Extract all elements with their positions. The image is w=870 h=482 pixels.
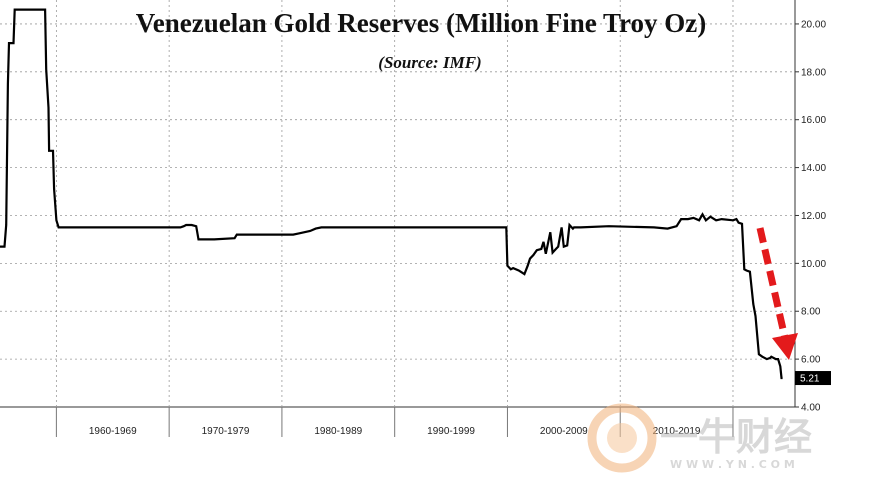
x-tick-label: 1980-1989 (314, 426, 362, 437)
y-tick-label: 20.00 (801, 19, 826, 30)
watermark: 一牛财经 W W W . Y N . C O M (587, 403, 812, 473)
watermark-logo-ring (587, 403, 657, 473)
y-tick-label: 8.00 (801, 307, 821, 318)
last-value-box (795, 371, 831, 386)
watermark-text: 一牛财经 (660, 415, 812, 459)
chart-title: Venezuelan Gold Reserves (Million Fine T… (136, 8, 706, 38)
watermark-logo-core (607, 423, 637, 453)
x-tick-label: 2010-2019 (653, 426, 701, 437)
last-value-marker: 5.21 (795, 371, 831, 386)
x-tick-labels: 1960-1969 1970-1979 1980-1989 1990-1999 2000… (55, 407, 734, 437)
last-value-label: 5.21 (800, 374, 820, 385)
y-gridlines (0, 23, 795, 360)
series-line (0, 8, 783, 380)
x-tick-label: 1960-1969 (89, 426, 137, 437)
y-tick-label: 4.00 (801, 403, 821, 414)
y-tick-label: 16.00 (801, 115, 826, 126)
arrow-shaft (756, 227, 789, 339)
watermark-subtext: W W W . Y N . C O M (670, 458, 795, 471)
y-tick-label: 18.00 (801, 67, 826, 78)
y-tick-label: 14.00 (801, 163, 826, 174)
x-tick-label: 2000-2009 (540, 426, 588, 437)
x-tick-label: 1970-1979 (202, 426, 250, 437)
y-tick-label: 12.00 (801, 211, 826, 222)
x-tick-label: 1990-1999 (427, 426, 475, 437)
chart-subtitle: (Source: IMF) (378, 53, 481, 72)
red-arrow-annotation (756, 227, 798, 360)
y-tick-labels: 4.00 6.00 8.00 10.00 12.00 14.00 16.00 18.00 20.… (795, 19, 826, 414)
arrow-head (772, 333, 798, 360)
y-tick-label: 10.00 (801, 259, 826, 270)
y-tick-label: 6.00 (801, 355, 821, 366)
